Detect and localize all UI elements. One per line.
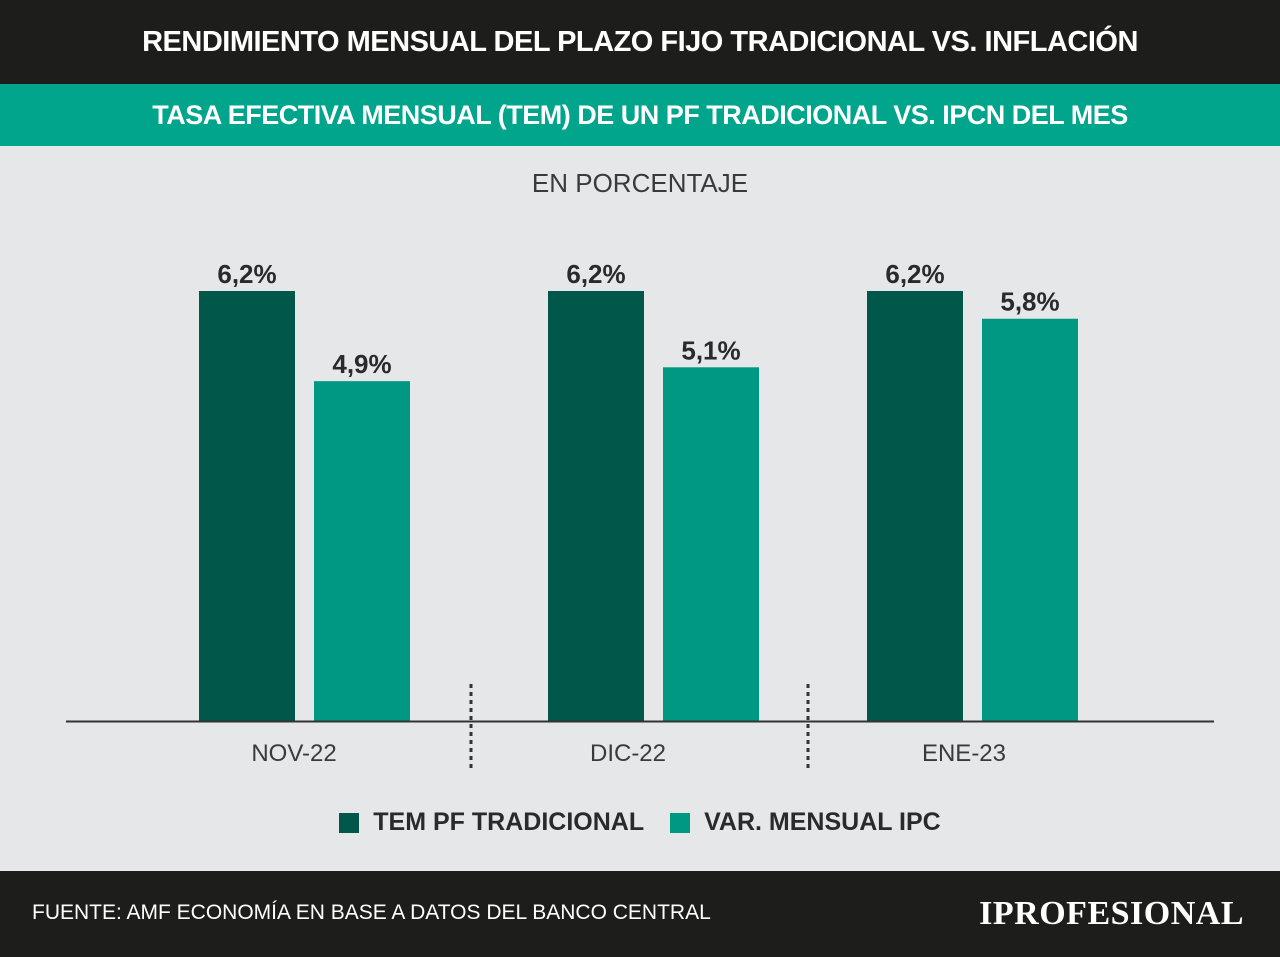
unit-label: EN PORCENTAJE xyxy=(531,168,749,198)
legend-item-tem: TEM PF TRADICIONAL xyxy=(339,808,644,837)
data-label: 5,8% xyxy=(1000,287,1059,317)
bar-ipc-dic-22 xyxy=(663,367,759,721)
legend-item-ipc: VAR. MENSUAL IPC xyxy=(670,808,941,837)
footer: FUENTE: AMF ECONOMÍA EN BASE A DATOS DEL… xyxy=(0,871,1280,957)
source-note: FUENTE: AMF ECONOMÍA EN BASE A DATOS DEL… xyxy=(32,901,711,924)
legend-label-tem: TEM PF TRADICIONAL xyxy=(373,808,645,836)
bars-layer xyxy=(199,291,1078,721)
legend-swatch-tem xyxy=(339,812,360,833)
category-label: DIC-22 xyxy=(590,740,666,767)
legend-label-ipc: VAR. MENSUAL IPC xyxy=(704,808,941,836)
bar-ipc-ene-23 xyxy=(982,318,1078,721)
bar-chart: 6,2% 4,9% NOV-22 6,2% 5,1% DIC-22 6,2% 5,8% ENE-… xyxy=(66,259,1214,772)
bar-tem-nov-22 xyxy=(199,291,295,721)
brand-logo: IPROFESIONAL xyxy=(979,895,1244,932)
bar-tem-ene-23 xyxy=(867,291,963,721)
category-label: NOV-22 xyxy=(251,740,336,767)
data-label: 6,2% xyxy=(217,259,276,289)
chart-subtitle: TASA EFECTIVA MENSUAL (TEM) DE UN PF TRA… xyxy=(0,84,1280,146)
bar-ipc-nov-22 xyxy=(314,381,410,721)
legend: TEM PF TRADICIONAL VAR. MENSUAL IPC xyxy=(0,808,1280,837)
category-label: ENE-23 xyxy=(922,740,1006,767)
data-label: 6,2% xyxy=(885,259,944,289)
data-label: 4,9% xyxy=(332,349,391,379)
labels-layer: 6,2% 4,9% NOV-22 6,2% 5,1% DIC-22 6,2% 5,8% ENE-… xyxy=(217,259,1059,767)
legend-swatch-ipc xyxy=(670,812,691,833)
data-label: 6,2% xyxy=(566,259,625,289)
bar-tem-dic-22 xyxy=(548,291,644,721)
data-label: 5,1% xyxy=(681,335,740,365)
chart-title: RENDIMIENTO MENSUAL DEL PLAZO FIJO TRADI… xyxy=(0,0,1280,84)
